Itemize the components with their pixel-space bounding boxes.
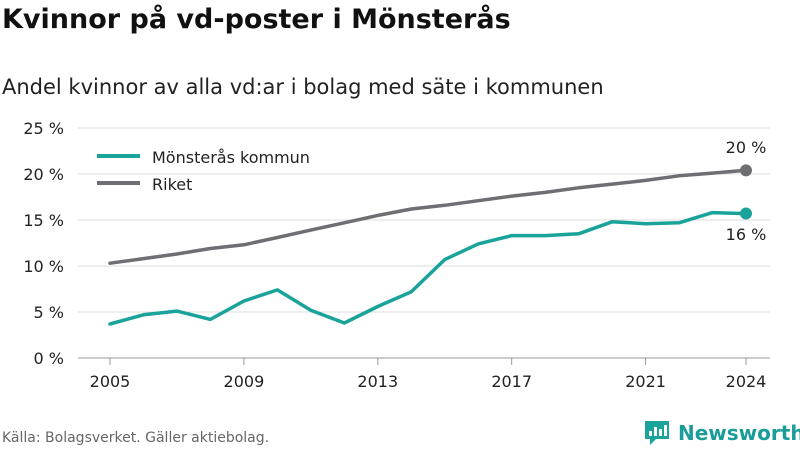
x-tick-label: 2021 (625, 372, 666, 391)
legend-label-riket: Riket (152, 175, 192, 194)
y-tick-label: 25 % (23, 119, 64, 138)
y-tick-label: 0 % (34, 349, 64, 368)
x-tick-label: 2024 (726, 372, 767, 391)
x-tick-label: 2005 (90, 372, 131, 391)
x-tick-label: 2017 (491, 372, 532, 391)
chart-title: Kvinnor på vd-poster i Mönsterås (2, 4, 511, 35)
brand-name: Newsworthy (678, 421, 800, 445)
source-note: Källa: Bolagsverket. Gäller aktiebolag. (2, 430, 270, 446)
end-point-riket (740, 164, 752, 177)
end-label-kommun: 16 % (726, 225, 767, 244)
newsworthy-logo-icon (645, 421, 669, 445)
y-tick-label: 5 % (34, 303, 64, 322)
end-point-kommun (740, 207, 752, 220)
y-tick-label: 15 % (23, 211, 64, 230)
series-line-kommun (108, 210, 748, 326)
x-tick-label: 2013 (357, 372, 398, 391)
y-tick-label: 20 % (23, 165, 64, 184)
legend-label-kommun: Mönsterås kommun (152, 148, 310, 167)
y-tick-label: 10 % (23, 257, 64, 276)
end-label-riket: 20 % (726, 138, 767, 157)
brand-logo: Newsworthy (644, 420, 800, 446)
chart-subtitle: Andel kvinnor av alla vd:ar i bolag med … (2, 75, 604, 99)
series-line-riket (108, 168, 748, 265)
x-tick-label: 2009 (224, 372, 265, 391)
